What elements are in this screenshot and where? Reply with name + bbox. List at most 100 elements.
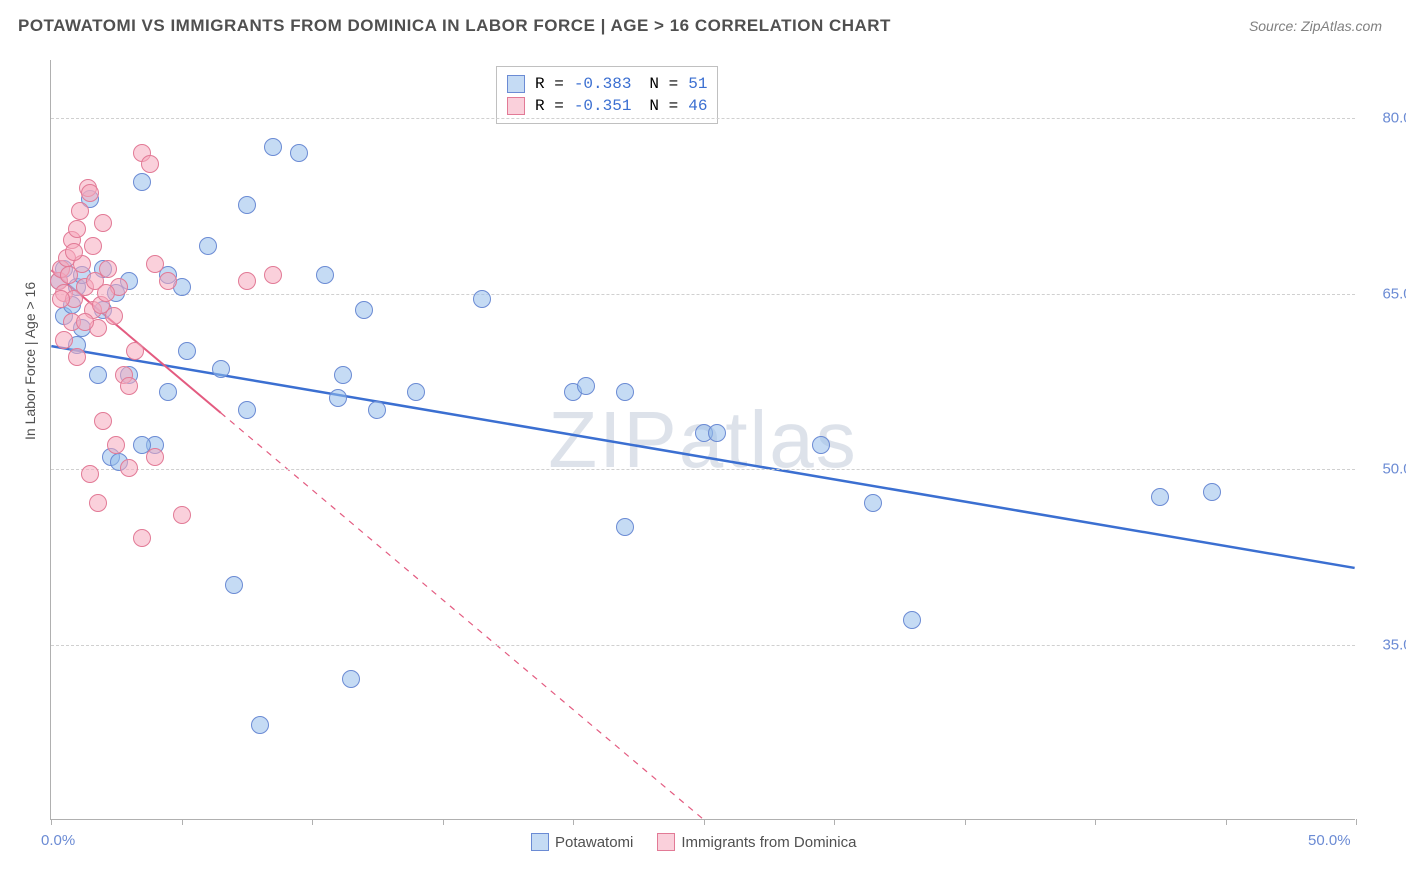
scatter-point: [238, 401, 256, 419]
stat-r-label: R =: [535, 75, 564, 93]
x-axis-max-label: 50.0%: [1308, 832, 1351, 849]
stat-r-value: -0.383: [574, 75, 632, 93]
stats-row: R = -0.383 N = 51: [507, 73, 707, 95]
y-axis-label: In Labor Force | Age > 16: [22, 282, 38, 440]
scatter-point: [903, 611, 921, 629]
x-tick: [443, 819, 444, 825]
stat-r-label: R =: [535, 97, 564, 115]
scatter-point: [65, 243, 83, 261]
x-tick: [1095, 819, 1096, 825]
scatter-point: [99, 260, 117, 278]
scatter-point: [264, 138, 282, 156]
gridline: [51, 118, 1355, 119]
x-axis-min-label: 0.0%: [41, 832, 75, 849]
scatter-point: [334, 366, 352, 384]
scatter-point: [173, 506, 191, 524]
swatch-icon: [507, 75, 525, 93]
x-tick: [312, 819, 313, 825]
scatter-point: [812, 436, 830, 454]
scatter-point: [107, 436, 125, 454]
scatter-point: [81, 184, 99, 202]
scatter-point: [238, 196, 256, 214]
scatter-point: [577, 377, 595, 395]
scatter-point: [159, 383, 177, 401]
legend-item: Immigrants from Dominica: [657, 833, 856, 851]
scatter-point: [68, 348, 86, 366]
scatter-point: [133, 173, 151, 191]
stat-n-label: N =: [649, 75, 678, 93]
source-label: Source: ZipAtlas.com: [1249, 18, 1382, 34]
chart-title: POTAWATOMI VS IMMIGRANTS FROM DOMINICA I…: [18, 16, 891, 36]
scatter-point: [105, 307, 123, 325]
scatter-point: [407, 383, 425, 401]
scatter-point: [133, 529, 151, 547]
swatch-icon: [531, 833, 549, 851]
scatter-point: [178, 342, 196, 360]
x-tick: [965, 819, 966, 825]
stat-n-value: 51: [688, 75, 707, 93]
scatter-point: [89, 494, 107, 512]
scatter-point: [199, 237, 217, 255]
x-tick: [834, 819, 835, 825]
scatter-point: [81, 465, 99, 483]
scatter-point: [355, 301, 373, 319]
scatter-point: [126, 342, 144, 360]
scatter-point: [84, 237, 102, 255]
scatter-point: [225, 576, 243, 594]
legend-label: Potawatomi: [555, 834, 633, 851]
scatter-point: [94, 214, 112, 232]
scatter-point: [290, 144, 308, 162]
legend-label: Immigrants from Dominica: [681, 834, 856, 851]
scatter-point: [368, 401, 386, 419]
stat-n-label: N =: [649, 97, 678, 115]
bottom-legend: Potawatomi Immigrants from Dominica: [531, 833, 856, 851]
scatter-point: [71, 202, 89, 220]
y-tick-label: 65.0%: [1382, 285, 1406, 302]
gridline: [51, 294, 1355, 295]
stat-r-value: -0.351: [574, 97, 632, 115]
scatter-point: [89, 366, 107, 384]
scatter-point: [146, 448, 164, 466]
scatter-point: [68, 220, 86, 238]
scatter-point: [120, 377, 138, 395]
scatter-point: [342, 670, 360, 688]
scatter-point: [1203, 483, 1221, 501]
scatter-point: [120, 459, 138, 477]
scatter-point: [708, 424, 726, 442]
scatter-point: [616, 383, 634, 401]
stats-legend: R = -0.383 N = 51 R = -0.351 N = 46: [496, 66, 718, 124]
scatter-point: [94, 412, 112, 430]
scatter-point: [238, 272, 256, 290]
scatter-point: [616, 518, 634, 536]
scatter-point: [146, 255, 164, 273]
scatter-point: [97, 284, 115, 302]
scatter-point: [864, 494, 882, 512]
scatter-point: [473, 290, 491, 308]
y-tick-label: 50.0%: [1382, 461, 1406, 478]
x-tick: [51, 819, 52, 825]
gridline: [51, 469, 1355, 470]
y-tick-label: 35.0%: [1382, 636, 1406, 653]
scatter-point: [76, 313, 94, 331]
x-tick: [573, 819, 574, 825]
scatter-point: [329, 389, 347, 407]
scatter-point: [1151, 488, 1169, 506]
gridline: [51, 645, 1355, 646]
legend-item: Potawatomi: [531, 833, 633, 851]
swatch-icon: [507, 97, 525, 115]
correlation-chart: POTAWATOMI VS IMMIGRANTS FROM DOMINICA I…: [0, 0, 1406, 892]
stat-n-value: 46: [688, 97, 707, 115]
y-tick-label: 80.0%: [1382, 110, 1406, 127]
x-tick: [1226, 819, 1227, 825]
scatter-point: [159, 272, 177, 290]
plot-area: ZIPatlas R = -0.383 N = 51 R = -0.351 N …: [50, 60, 1355, 820]
scatter-point: [264, 266, 282, 284]
swatch-icon: [657, 833, 675, 851]
stats-row: R = -0.351 N = 46: [507, 95, 707, 117]
x-tick: [704, 819, 705, 825]
scatter-point: [251, 716, 269, 734]
scatter-point: [141, 155, 159, 173]
x-tick: [182, 819, 183, 825]
x-tick: [1356, 819, 1357, 825]
scatter-point: [316, 266, 334, 284]
